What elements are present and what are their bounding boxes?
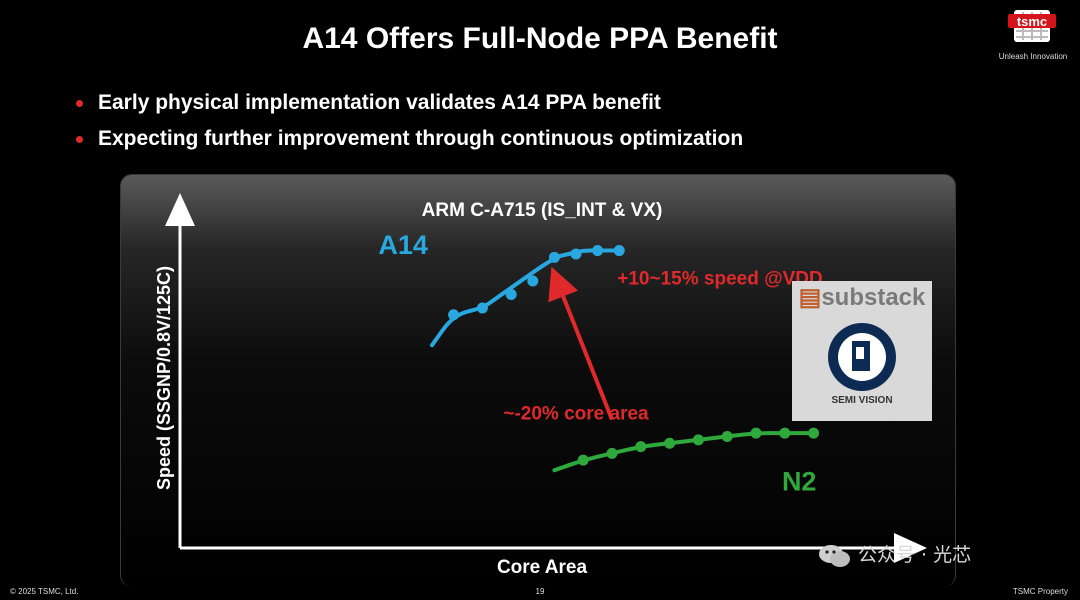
bullet-item: Expecting further improvement through co… [76, 124, 743, 160]
data-point-n2 [750, 427, 762, 439]
data-point-n2 [577, 454, 589, 466]
substack-badge: ▤substack SEMI VISION [792, 281, 932, 421]
bullet-dot-icon [76, 100, 83, 107]
badge-sub: SEMI VISION [831, 395, 893, 406]
series-line-n2 [552, 431, 816, 473]
logo-wordmark: tsmc [1017, 14, 1047, 29]
y-axis-label: Speed (SSGNP/0.8V/125C) [154, 266, 174, 490]
bullet-text: Early physical implementation validates … [98, 91, 661, 114]
chart-annotation: ~-20% core area [503, 404, 649, 425]
data-point-n2 [606, 447, 618, 459]
data-point-a14 [592, 245, 604, 257]
bullet-list: Early physical implementation validates … [76, 88, 743, 160]
data-point-a14 [570, 248, 582, 260]
data-point-n2 [779, 427, 791, 439]
x-axis-label: Core Area [497, 557, 588, 578]
data-point-n2 [664, 437, 676, 449]
chart-title: ARM C-A715 (IS_INT & VX) [422, 200, 663, 221]
bullet-text: Expecting further improvement through co… [98, 127, 744, 150]
slide-title: A14 Offers Full-Node PPA Benefit [302, 22, 778, 55]
tsmc-logo: tsmc [1004, 4, 1060, 48]
chart-annotation: +10~15% speed @VDD [617, 268, 822, 289]
substack-icon: ▤ [798, 284, 822, 311]
data-point-a14 [548, 251, 560, 263]
logo-tagline: Unleash Innovation [998, 52, 1068, 61]
series-label-a14: A14 [378, 230, 428, 260]
watermark: 公众号 · 光芯 [818, 540, 971, 570]
footer-copyright: © 2025 TSMC, Ltd. [10, 587, 79, 596]
data-point-n2 [692, 434, 704, 446]
series-label-n2: N2 [782, 467, 817, 497]
wechat-icon [819, 544, 850, 567]
data-point-n2 [721, 430, 733, 442]
series-line-a14 [430, 248, 622, 348]
data-point-a14 [476, 302, 488, 314]
semi-vision-icon [828, 323, 896, 391]
data-point-a14 [448, 309, 460, 321]
bullet-item: Early physical implementation validates … [76, 88, 743, 124]
data-point-a14 [505, 289, 517, 300]
improvement-arrow [548, 266, 614, 421]
data-point-n2 [808, 427, 820, 439]
data-point-a14 [613, 245, 625, 257]
data-point-n2 [635, 441, 647, 453]
footer-property: TSMC Property [1012, 587, 1068, 596]
badge-name: ▤substack [798, 284, 926, 311]
page-number: 19 [535, 587, 545, 596]
bullet-dot-icon [76, 136, 83, 143]
data-point-a14 [527, 275, 539, 287]
